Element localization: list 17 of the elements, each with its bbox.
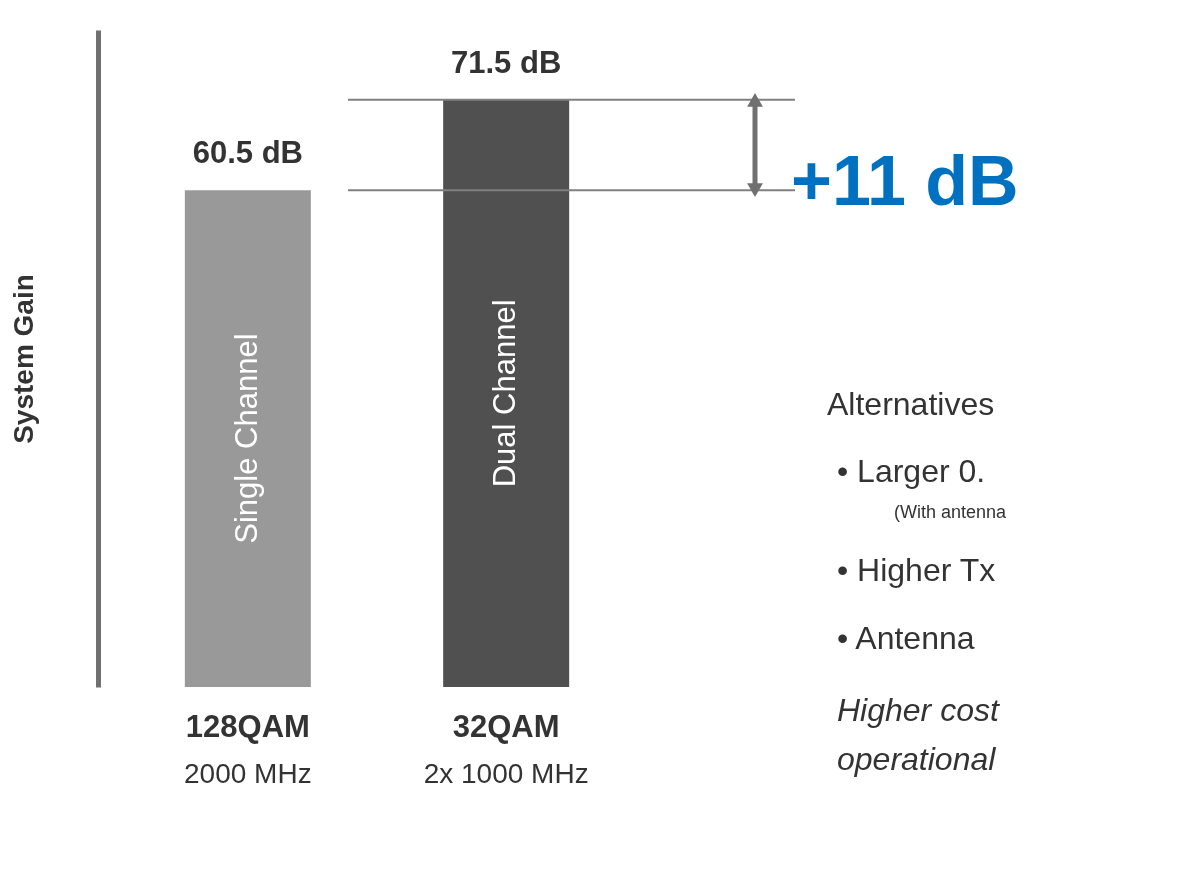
text: operational	[837, 741, 997, 777]
text: 2000 MHz	[184, 758, 312, 789]
data-label: 60.5 dB	[192, 135, 303, 171]
annotation: Single Channel	[228, 333, 264, 544]
text: Higher cost	[837, 692, 1000, 728]
text: (With antenna	[894, 502, 1008, 522]
x-tick-label: 128QAM	[185, 708, 310, 744]
text: • Larger 0.	[837, 453, 986, 489]
text: Alternatives	[827, 386, 995, 422]
y-axis-title: System Gain	[7, 274, 39, 444]
text: • Higher Tx	[837, 552, 996, 588]
text: +11 dB	[791, 142, 1019, 220]
data-label: 71.5 dB	[451, 44, 562, 80]
text: • Antenna	[837, 620, 975, 656]
annotation: Dual Channel	[487, 299, 523, 488]
text: 2x 1000 MHz	[423, 758, 589, 789]
x-tick-label: 32QAM	[452, 708, 560, 744]
